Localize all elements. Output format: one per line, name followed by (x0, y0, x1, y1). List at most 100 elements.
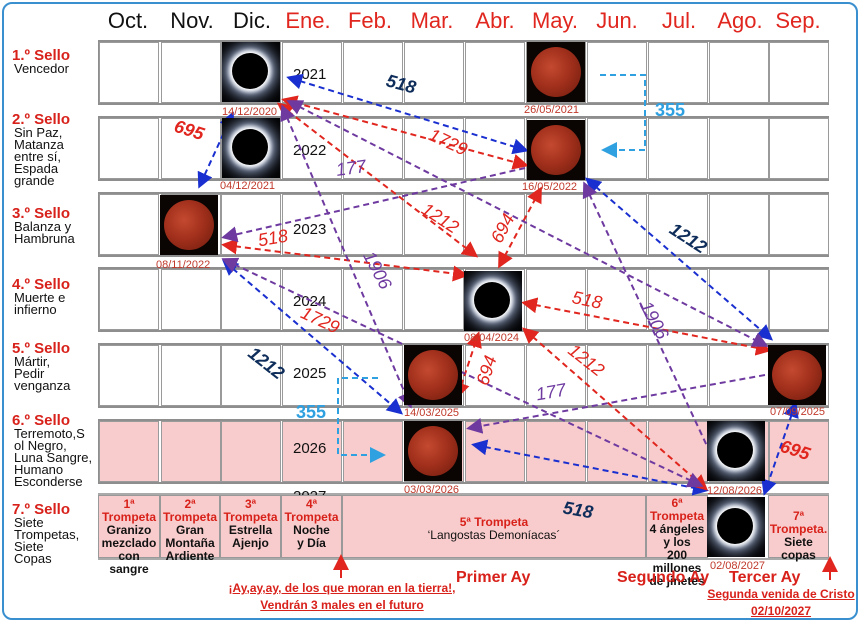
seal-description: Sin Paz, Matanza entre sí, Espada grande (14, 125, 64, 188)
seal-description: Muerte e infierno (14, 290, 66, 317)
grid-cell (161, 345, 221, 406)
trumpet-title: Trompeta (649, 509, 704, 523)
event-date: 26/05/2021 (524, 104, 580, 116)
seal-title: 7.º Sello (12, 501, 71, 518)
seal-description: Mártir, Pedir venganza (14, 354, 71, 393)
trumpet-text: 4 ángeles y los 200 millones de jinetes (649, 522, 705, 588)
solar-eclipse-icon (707, 421, 765, 481)
woe-line-2: Vendrán 3 males en el futuro (260, 598, 424, 612)
trumpet-title: Trompeta (474, 515, 529, 529)
interval-label: 177 (334, 156, 368, 180)
seal-title: 3.º Sello (12, 205, 71, 222)
trumpet-number: 5ª (459, 515, 471, 529)
trumpet-title: Trompeta (223, 510, 278, 524)
trumpet-number: 1ª (123, 497, 135, 511)
trumpet-number: 4ª (305, 497, 318, 511)
trumpet-number: 7ª (792, 509, 805, 523)
trumpet-cell: 3ª Trompeta Estrella Ajenjo (220, 495, 281, 558)
event-date: 07/09/2025 (770, 406, 826, 418)
blood-moon-icon (768, 345, 826, 405)
month-label: Ene. (285, 8, 331, 33)
grid-cell (99, 42, 159, 103)
solar-eclipse-icon (707, 497, 765, 557)
blood-moon-icon (404, 345, 462, 405)
month-label: Dic. (233, 8, 271, 33)
blood-moon-icon (527, 42, 585, 102)
grid-cell (99, 269, 159, 330)
month-label: Jun. (596, 8, 638, 33)
solar-eclipse-icon (222, 42, 280, 102)
seal-description: Terremoto,S ol Negro, Luna Sangre, Human… (14, 426, 93, 489)
grid-cell (99, 194, 159, 255)
event-date: 12/08/2026 (707, 485, 763, 497)
seal-title: 1.º Sello (12, 47, 71, 64)
trumpet-text: Gran Montaña Ardiente (165, 523, 215, 563)
event-date: 08/11/2022 (156, 259, 211, 271)
trumpet-number: 3ª (244, 497, 257, 511)
seal-title: 2.º Sello (12, 111, 71, 128)
month-label: Abr. (475, 8, 515, 33)
bracket-355-top (600, 74, 646, 158)
trumpet-cell: 2ª Trompeta Gran Montaña Ardiente (160, 495, 220, 563)
event-date: 03/03/2026 (404, 484, 460, 496)
coming-line-2: 02/10/2027 (750, 604, 812, 618)
arrow-1212-right (584, 177, 774, 341)
trumpet-text: Siete copas (781, 535, 816, 562)
blood-moon-icon (404, 421, 462, 481)
solar-eclipse-icon (464, 271, 522, 331)
second-coming-note: Segunda venida de Cristo 02/10/2027 (706, 586, 856, 620)
trumpet-cell: 1ª Trompeta Granizo mezclado con sangre (98, 495, 160, 576)
woe-note: ¡Ay,ay,ay, de los que moran en la tierra… (222, 580, 462, 614)
arrow-518-bottom (471, 439, 709, 496)
event-date: 02/08/2027 (710, 560, 766, 572)
trumpet-text: Noche y Día (293, 523, 330, 550)
trumpet-heading: 4ª Trompeta (282, 498, 341, 524)
grid-cell (769, 118, 829, 179)
trumpet-heading: 6ª Trompeta (647, 497, 707, 523)
woe-line-1: ¡Ay,ay,ay, de los que moran en la tierra… (228, 581, 456, 595)
arrow-695-right (761, 401, 799, 496)
arrow-1212-red-b (521, 327, 709, 491)
event-date: 14/03/2025 (404, 407, 460, 419)
trumpet-cell: 7ª Trompeta. Siete copas (768, 495, 829, 562)
grid-cell (99, 421, 159, 482)
event-date: 16/05/2022 (522, 181, 578, 193)
coming-line-1: Segunda venida de Cristo (707, 587, 855, 601)
grid-cell (161, 42, 221, 103)
interval-label: 355 (296, 402, 327, 422)
trumpet-text: ‘Langostas Demoníacas´ (427, 528, 561, 542)
trumpet-title: Trompeta (101, 510, 156, 524)
trumpet-number: 2ª (184, 497, 196, 511)
month-label: Feb. (347, 8, 393, 33)
interval-label: 355 (655, 100, 686, 120)
trumpet-title: Trompeta. (769, 522, 828, 536)
trumpet-text: Granizo mezclado con sangre (101, 523, 157, 576)
seal-description: Siete Trompetas, Siete Copas (14, 515, 80, 566)
month-label: Nov. (170, 8, 214, 33)
seal-description: Vencedor (14, 61, 69, 76)
grid-cell (769, 42, 829, 103)
event-date: 04/12/2021 (220, 180, 276, 192)
blood-moon-icon (160, 195, 218, 255)
grid-cell (709, 42, 769, 103)
trumpet-text: Estrella Ajenjo (228, 523, 273, 550)
month-label: Ago. (717, 8, 763, 33)
trumpet-cell: 4ª Trompeta Noche y Día (281, 495, 342, 558)
trumpet-title: Trompeta (284, 510, 339, 524)
seal-title: 5.º Sello (12, 340, 71, 357)
third-woe-label: Tercer Ay (729, 569, 801, 586)
month-label: Sep. (775, 8, 821, 33)
trumpet-cell: 6ª Trompeta 4 ángeles y los 200 millones … (646, 495, 708, 588)
trumpet-heading: 3ª Trompeta (221, 498, 280, 524)
event-date: 14/12/2020 (222, 106, 278, 118)
month-label: May. (531, 8, 579, 33)
blood-moon-icon (527, 120, 585, 180)
month-label: Jul. (661, 8, 697, 33)
solar-eclipse-icon (222, 118, 280, 178)
outer-frame (2, 2, 858, 620)
trumpet-title: Trompeta (162, 510, 217, 524)
grid-cell (161, 269, 221, 330)
grid-cell (161, 421, 221, 482)
trumpet-number: 6ª (671, 496, 683, 510)
arrow-1906-b (582, 181, 725, 482)
